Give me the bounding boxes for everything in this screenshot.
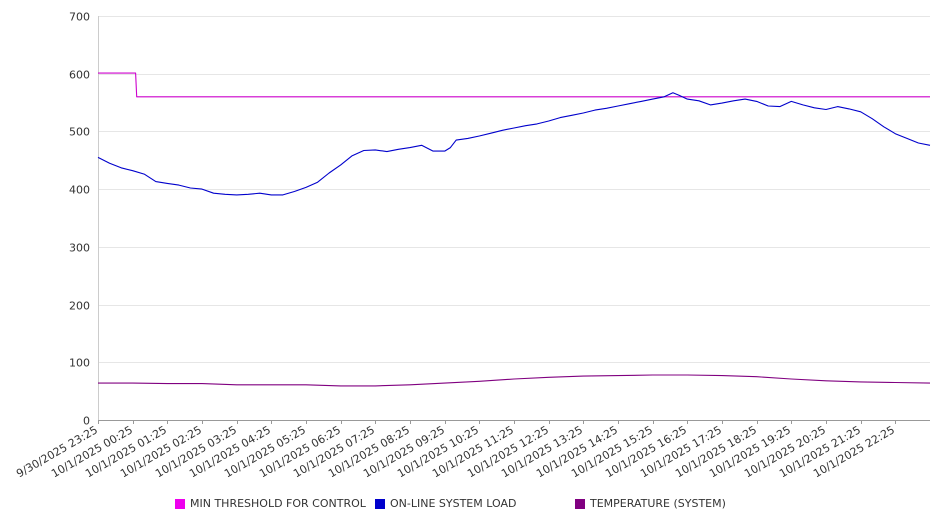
legend-swatch bbox=[575, 498, 585, 509]
legend-item: MIN THRESHOLD FOR CONTROL bbox=[175, 497, 366, 510]
legend-swatch bbox=[175, 498, 185, 509]
legend-label: MIN THRESHOLD FOR CONTROL bbox=[190, 497, 366, 510]
axes bbox=[98, 16, 930, 424]
y-tick-label: 100 bbox=[69, 357, 90, 370]
legend-label: ON-LINE SYSTEM LOAD bbox=[390, 497, 517, 510]
y-tick-label: 0 bbox=[83, 415, 90, 428]
legend: MIN THRESHOLD FOR CONTROL ON-LINE SYSTEM … bbox=[0, 497, 946, 515]
series-line-on-line-system-load bbox=[97, 92, 931, 196]
series-line-min-threshold-for-control bbox=[98, 72, 930, 98]
legend-swatch bbox=[375, 498, 385, 509]
y-tick-label: 400 bbox=[69, 184, 90, 197]
legend-label: TEMPERATURE (SYSTEM) bbox=[590, 497, 726, 510]
y-tick-label: 200 bbox=[69, 300, 90, 313]
series-line-temperature-system bbox=[98, 374, 931, 387]
grid bbox=[98, 16, 930, 363]
legend-item: TEMPERATURE (SYSTEM) bbox=[575, 497, 726, 510]
y-tick-label: 500 bbox=[69, 126, 90, 139]
y-tick-label: 600 bbox=[69, 69, 90, 82]
y-tick-label: 300 bbox=[69, 242, 90, 255]
series bbox=[97, 72, 931, 387]
legend-item: ON-LINE SYSTEM LOAD bbox=[375, 497, 516, 510]
y-tick-label: 700 bbox=[69, 11, 90, 24]
